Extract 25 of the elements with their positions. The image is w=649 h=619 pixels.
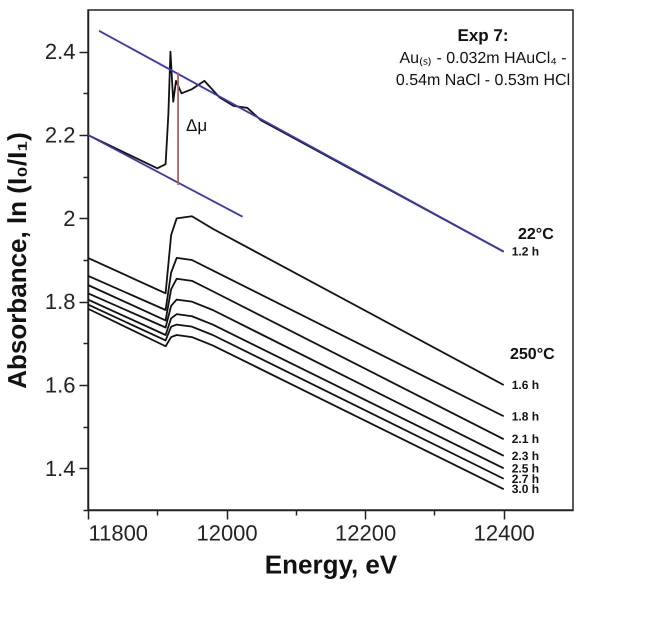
x-tick-label: 11800 bbox=[88, 520, 148, 546]
x-axis-title: Energy, eV bbox=[264, 550, 398, 580]
annotation: 250°C bbox=[510, 346, 556, 363]
y-tick-label: 1.4 bbox=[44, 456, 76, 481]
x-tick-label: 12400 bbox=[474, 520, 535, 546]
y-tick-label: 2.2 bbox=[44, 122, 76, 148]
annotation: Δμ bbox=[186, 116, 208, 135]
series-label: 2.5 h bbox=[512, 461, 540, 476]
annotation: Au₍ₛ₎ - 0.032m HAuCl₄ - bbox=[399, 50, 567, 67]
series-label: 3.0 h bbox=[512, 482, 540, 496]
y-axis-title: Absorbance, ln (I₀/I₁) bbox=[2, 132, 32, 389]
y-tick-label: 1.6 bbox=[44, 372, 76, 398]
y-tick-label: 2.4 bbox=[44, 39, 76, 64]
annotation: 22°C bbox=[518, 226, 554, 243]
annotation: 0.54m NaCl - 0.53m HCl bbox=[396, 72, 570, 89]
annotation: Exp 7: bbox=[457, 26, 509, 45]
series-label: 2.3 h bbox=[512, 448, 540, 463]
x-tick-label: 12000 bbox=[196, 520, 258, 546]
y-tick-label: 2 bbox=[63, 206, 76, 231]
series-label: 1.6 h bbox=[512, 378, 540, 392]
series-label: 1.8 h bbox=[512, 409, 540, 424]
series-label: 2.1 h bbox=[512, 432, 540, 446]
series-label: 1.2 h bbox=[512, 244, 540, 259]
y-tick-label: 1.8 bbox=[44, 289, 76, 314]
x-tick-label: 12200 bbox=[335, 520, 396, 546]
